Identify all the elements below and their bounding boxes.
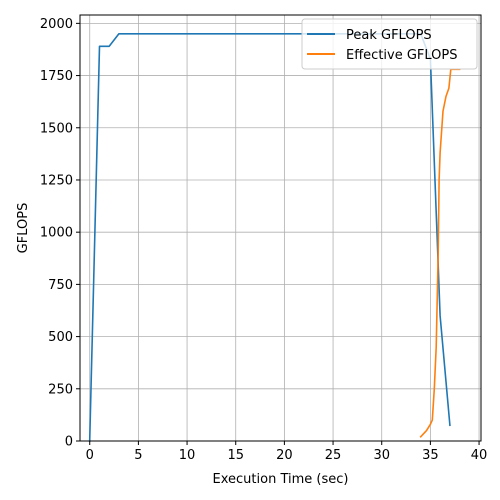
series-line-1 [419,68,461,438]
y-tick-label: 1750 [40,69,73,84]
x-axis-label: Execution Time (sec) [213,472,349,487]
x-tick-label: 40 [471,448,488,463]
x-tick-label: 25 [325,448,342,463]
grid [80,15,481,442]
legend: Peak GFLOPS Effective GFLOPS [301,18,478,70]
y-tick-label: 0 [65,435,73,450]
plot-frame [79,14,482,442]
y-tick-label: 750 [48,278,73,293]
y-tick-label: 1500 [40,121,73,136]
series-lines [88,32,461,442]
ticks: 0 5 10 15 20 25 30 35 40 0 250 500 750 1000 1250 1500 17… [40,17,487,463]
y-tick-label: 500 [48,330,73,345]
x-tick-label: 10 [179,448,196,463]
x-tick-label: 5 [134,448,142,463]
y-tick-label: 2000 [40,17,73,32]
y-tick-label: 1250 [40,173,73,188]
y-tick-label: 250 [48,382,73,397]
series-line-0 [88,32,451,442]
y-tick-label: 1000 [40,226,73,241]
legend-entry-peak: Peak GFLOPS [346,28,432,43]
x-tick-label: 0 [86,448,94,463]
x-tick-label: 15 [227,448,244,463]
legend-entry-effective: Effective GFLOPS [346,48,458,63]
x-tick-label: 20 [276,448,293,463]
legend-box [301,18,478,70]
y-axis-label: GFLOPS [16,203,31,254]
x-tick-label: 35 [422,448,439,463]
x-tick-label: 30 [373,448,390,463]
